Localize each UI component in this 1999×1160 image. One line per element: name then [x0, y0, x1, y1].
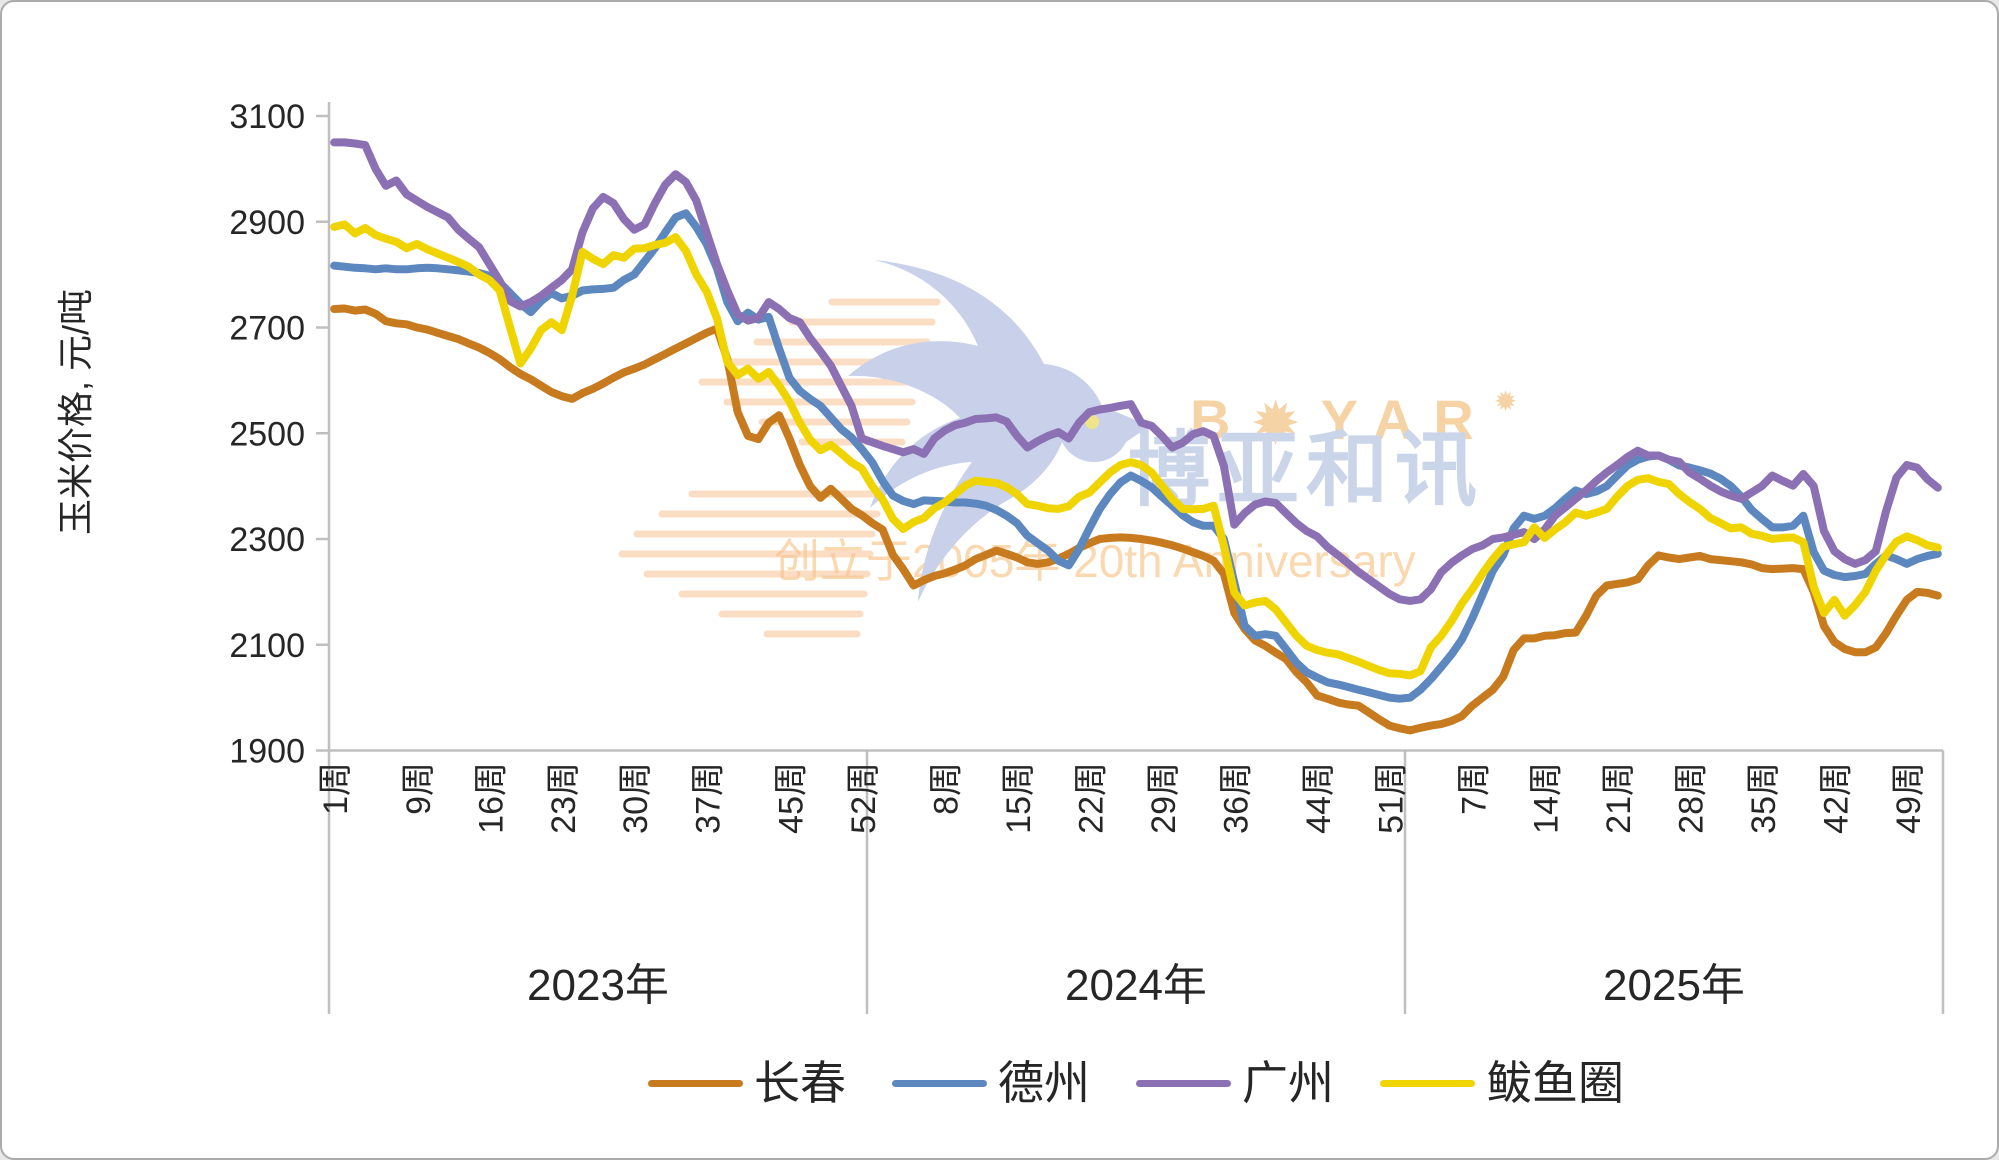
series-line-bayuquan — [330, 220, 1942, 680]
x-tick-label: 22周 — [1072, 762, 1110, 834]
y-tick-label: 2300 — [229, 521, 305, 559]
legend-swatch-guangzhou — [1136, 1079, 1231, 1087]
sunburst-icon: ✹ — [1250, 390, 1321, 457]
x-tick-label: 36周 — [1217, 762, 1255, 834]
x-tick-label: 51周 — [1372, 762, 1410, 834]
y-tick-label: 3100 — [229, 98, 305, 136]
legend-item-dezhou: 德州 — [892, 1060, 1090, 1106]
year-label: 2023年 — [527, 961, 669, 1010]
legend-swatch-changchun — [648, 1079, 743, 1087]
dove-silhouette — [848, 260, 1150, 602]
sunburst-small-icon: ✹ — [1493, 386, 1518, 417]
x-tick-label: 35周 — [1745, 762, 1783, 834]
x-tick-label: 42周 — [1817, 762, 1855, 834]
legend-label-guangzhou: 广州 — [1242, 1057, 1334, 1109]
x-tick-label: 44周 — [1300, 762, 1338, 834]
watermark-brand: B✹YAR✹ — [1190, 388, 1517, 454]
watermark-brand-letters: YAR — [1320, 388, 1494, 451]
x-tick-label: 30周 — [617, 762, 655, 834]
x-tick-label: 7周 — [1455, 762, 1493, 815]
x-tick-label: 49周 — [1890, 762, 1928, 834]
year-label: 2025年 — [1603, 961, 1745, 1010]
legend: 长春 德州 广州 鲅鱼圈 — [329, 1060, 1943, 1106]
year-label: 2024年 — [1065, 961, 1207, 1010]
x-tick-label: 16周 — [472, 762, 510, 834]
x-tick-label: 1周 — [317, 762, 355, 815]
x-tick-label: 28周 — [1673, 762, 1711, 834]
y-tick-label: 1900 — [229, 733, 305, 771]
y-tick-label: 2100 — [229, 627, 305, 665]
x-tick-label: 15周 — [1000, 762, 1038, 834]
x-tick-label: 52周 — [845, 762, 883, 834]
legend-item-guangzhou: 广州 — [1136, 1060, 1334, 1106]
x-tick-label: 8周 — [928, 762, 966, 815]
x-tick-label: 9周 — [400, 762, 438, 815]
legend-item-bayuquan: 鲅鱼圈 — [1380, 1060, 1624, 1106]
legend-label-bayuquan: 鲅鱼圈 — [1486, 1057, 1624, 1109]
series-line-changchun — [330, 304, 1942, 735]
y-tick-label: 2900 — [229, 204, 305, 242]
watermark-tagline: 创立于2005年 20th Anniversary — [774, 535, 1416, 587]
x-tick-label: 45周 — [772, 762, 810, 834]
legend-label-changchun: 长春 — [754, 1057, 846, 1109]
y-tick-label: 2500 — [229, 415, 305, 453]
series-line-guangzhou — [330, 138, 1942, 605]
legend-swatch-dezhou — [892, 1079, 987, 1087]
legend-label-dezhou: 德州 — [998, 1057, 1090, 1109]
x-tick-label: 37周 — [690, 762, 728, 834]
x-tick-label: 14周 — [1528, 762, 1566, 834]
y-tick-label: 2700 — [229, 310, 305, 348]
y-axis-title: 玉米价格, 元/吨 — [55, 289, 96, 535]
x-tick-label: 29周 — [1145, 762, 1183, 834]
x-tick-label: 21周 — [1600, 762, 1638, 834]
x-tick-label: 23周 — [545, 762, 583, 834]
legend-item-changchun: 长春 — [648, 1060, 846, 1106]
legend-swatch-bayuquan — [1380, 1079, 1475, 1087]
